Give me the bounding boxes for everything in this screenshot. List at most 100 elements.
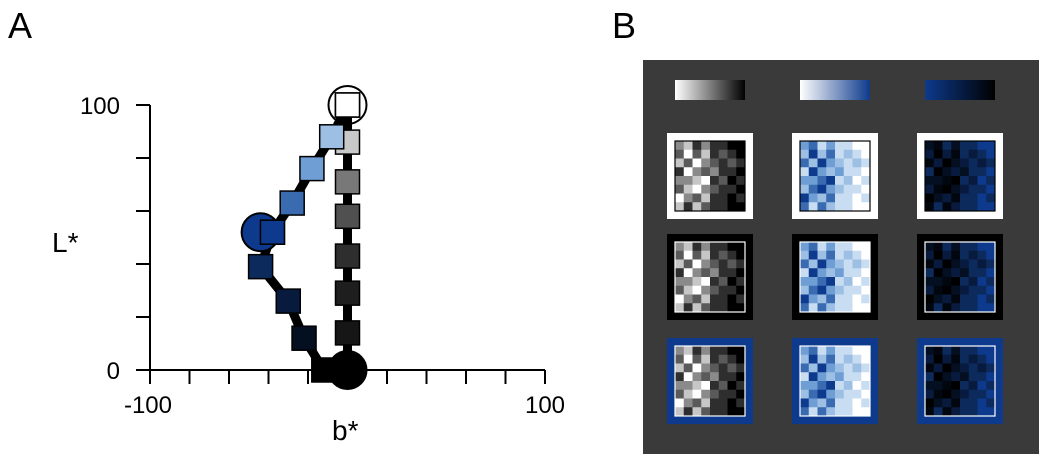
patch-cell bbox=[933, 202, 943, 212]
patch-cell bbox=[942, 176, 952, 186]
patch-cell bbox=[701, 398, 711, 408]
patch-cell bbox=[951, 184, 961, 194]
patch-cell bbox=[968, 202, 978, 212]
patch-cell bbox=[727, 193, 737, 203]
patch-cell bbox=[951, 372, 961, 382]
series-0-square-marker bbox=[334, 243, 361, 269]
patch-cell bbox=[942, 363, 952, 373]
patch-cell bbox=[683, 354, 693, 364]
patch-cell bbox=[968, 407, 978, 417]
patch-cell bbox=[701, 354, 711, 364]
patch-cell bbox=[968, 184, 978, 194]
patch-cell bbox=[861, 372, 871, 382]
patch-cell bbox=[933, 158, 943, 168]
patch-cell bbox=[692, 184, 702, 194]
patch-cell bbox=[843, 141, 853, 151]
patch-cell bbox=[701, 381, 711, 391]
patch-cell bbox=[852, 407, 862, 417]
patch-cell bbox=[808, 149, 818, 159]
patch-cell bbox=[675, 259, 685, 269]
patch-cell bbox=[861, 167, 871, 177]
patch-cell bbox=[960, 268, 970, 278]
patch-cell bbox=[826, 193, 836, 203]
patch-cell bbox=[968, 354, 978, 364]
patch-cell bbox=[968, 193, 978, 203]
patch-cell bbox=[800, 303, 810, 313]
patch-cell bbox=[808, 285, 818, 295]
patch-cell bbox=[942, 141, 952, 151]
patch-cell bbox=[683, 193, 693, 203]
patch-cell bbox=[968, 167, 978, 177]
patch-cell bbox=[675, 303, 685, 313]
patch-cell bbox=[736, 363, 746, 373]
patch-cell bbox=[800, 294, 810, 304]
patch-cell bbox=[710, 303, 720, 313]
patch-cell bbox=[701, 268, 711, 278]
patch-cell bbox=[986, 398, 996, 408]
series-1-square-marker bbox=[275, 288, 301, 314]
patch-cell bbox=[710, 250, 720, 260]
patch-cell bbox=[951, 149, 961, 159]
patch-cell bbox=[692, 158, 702, 168]
patch-cell bbox=[861, 149, 871, 159]
patch-cell bbox=[736, 381, 746, 391]
patch-border bbox=[674, 140, 746, 212]
patch-cell bbox=[968, 294, 978, 304]
patch-cell bbox=[675, 202, 685, 212]
x-tick-label-max: 100 bbox=[525, 392, 565, 419]
patch-cell bbox=[861, 354, 871, 364]
patch-cell bbox=[852, 303, 862, 313]
patch-cell bbox=[951, 242, 961, 252]
patch-cell bbox=[861, 202, 871, 212]
patch-cell bbox=[960, 303, 970, 313]
patch-cell bbox=[683, 303, 693, 313]
patch-cell bbox=[986, 176, 996, 186]
patch-cell bbox=[727, 277, 737, 287]
patch-cell bbox=[701, 346, 711, 356]
patch-cell bbox=[835, 398, 845, 408]
patch-cell bbox=[933, 149, 943, 159]
patch-cell bbox=[817, 158, 827, 168]
gradient-bar bbox=[925, 80, 995, 100]
patch-cell bbox=[861, 277, 871, 287]
patch-cell bbox=[800, 407, 810, 417]
patch-cell bbox=[736, 149, 746, 159]
patch-cell bbox=[727, 149, 737, 159]
patch-cell bbox=[710, 184, 720, 194]
patch-cell bbox=[675, 389, 685, 399]
series-0-square-marker bbox=[334, 280, 361, 306]
patch-cell bbox=[710, 294, 720, 304]
patch-cell bbox=[835, 149, 845, 159]
patch-cell bbox=[692, 268, 702, 278]
patch-cell bbox=[800, 285, 810, 295]
patch-cell bbox=[977, 141, 987, 151]
patch-cell bbox=[852, 389, 862, 399]
patch-cell bbox=[710, 407, 720, 417]
patch-cell bbox=[977, 354, 987, 364]
patch-cell bbox=[710, 381, 720, 391]
patch-cell bbox=[933, 250, 943, 260]
patch-cell bbox=[852, 277, 862, 287]
patch-cell bbox=[843, 285, 853, 295]
patch-cell bbox=[808, 193, 818, 203]
patch-cell bbox=[817, 294, 827, 304]
patch-cell bbox=[826, 303, 836, 313]
patch-cell bbox=[843, 407, 853, 417]
patch-cell bbox=[986, 158, 996, 168]
patch-cell bbox=[925, 277, 935, 287]
patch-cell bbox=[977, 363, 987, 373]
patch-cell bbox=[933, 303, 943, 313]
patch-cell bbox=[675, 285, 685, 295]
patch-cell bbox=[727, 141, 737, 151]
patch-cell bbox=[817, 242, 827, 252]
patch-cell bbox=[718, 268, 728, 278]
patch-cell bbox=[951, 158, 961, 168]
patch-cell bbox=[861, 259, 871, 269]
patch-cell bbox=[727, 381, 737, 391]
patch-cell bbox=[852, 294, 862, 304]
patch-cell bbox=[675, 149, 685, 159]
patch-cell bbox=[977, 193, 987, 203]
patch-border bbox=[799, 140, 871, 212]
patch-cell bbox=[701, 149, 711, 159]
patch-cell bbox=[960, 149, 970, 159]
